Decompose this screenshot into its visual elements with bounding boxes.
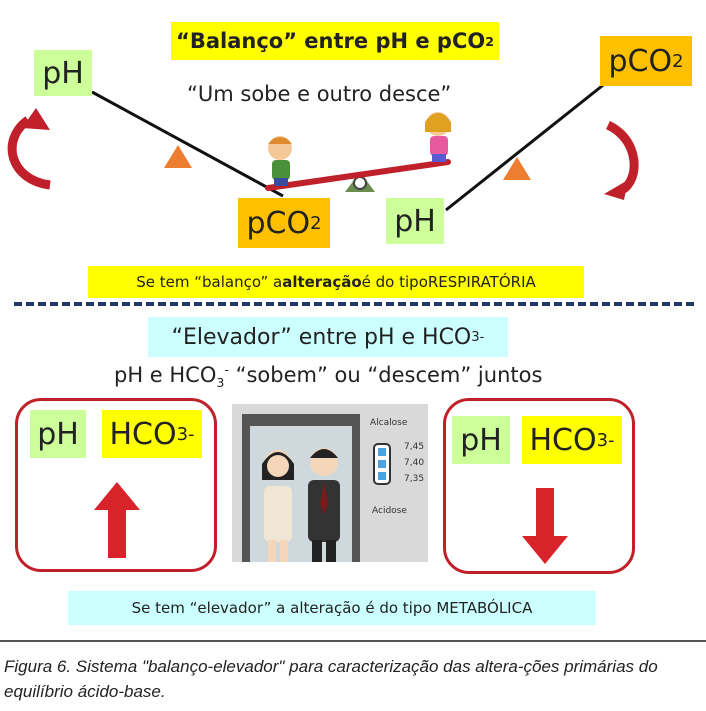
left-lever-line bbox=[92, 92, 283, 196]
balance-note: Se tem “balanço” a alteração é do tipo R… bbox=[88, 266, 584, 298]
elevator-title: “Elevador” entre pH e HCO 3- bbox=[148, 317, 508, 357]
ph-box-left-top: pH bbox=[34, 50, 92, 96]
scale-value-1: 7,45 bbox=[404, 442, 424, 452]
right-rotate-arrow-icon bbox=[608, 125, 634, 190]
right-lever-line bbox=[446, 82, 607, 210]
ph-box-right-bottom: pH bbox=[386, 198, 444, 244]
pco2-box-right-top: pCO 2 bbox=[600, 36, 692, 86]
ph-box-elevator-left: pH bbox=[30, 410, 86, 458]
caption-divider bbox=[0, 640, 706, 642]
arrow-up-icon bbox=[90, 480, 144, 560]
hco3-box-elevator-right: HCO 3- bbox=[522, 416, 622, 464]
scale-top-label: Alcalose bbox=[370, 418, 407, 428]
scale-value-2: 7,40 bbox=[404, 458, 424, 468]
scale-bottom-label: Acidose bbox=[372, 506, 407, 516]
elevator-subtitle: pH e HCO3- “sobem” ou “descem” juntos bbox=[114, 362, 542, 390]
left-rotate-arrow-icon bbox=[12, 120, 50, 185]
arrow-down-icon bbox=[518, 486, 572, 566]
scale-value-3: 7,35 bbox=[404, 474, 424, 484]
left-fulcrum-icon bbox=[164, 145, 192, 168]
hco3-box-elevator-left: HCO 3- bbox=[102, 410, 202, 458]
figure-caption: Figura 6. Sistema "balanço-elevador" par… bbox=[4, 654, 702, 704]
elevator-note: Se tem “elevador” a alteração é do tipo … bbox=[68, 591, 596, 625]
seesaw-children-icon bbox=[268, 112, 451, 192]
pco2-box-left-bottom: pCO 2 bbox=[238, 198, 330, 248]
section-divider bbox=[14, 302, 694, 306]
ph-box-elevator-right: pH bbox=[452, 416, 510, 464]
